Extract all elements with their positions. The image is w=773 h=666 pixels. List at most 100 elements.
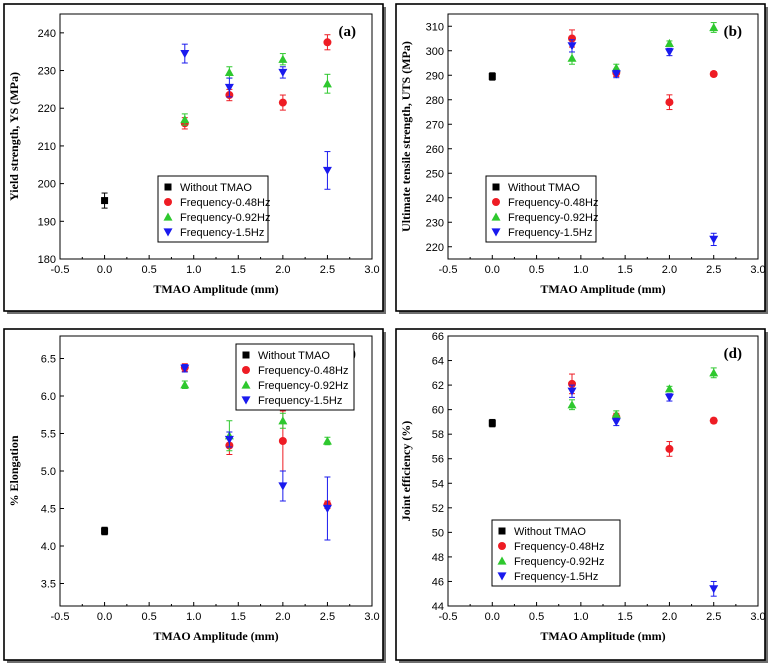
data-point — [322, 79, 332, 88]
legend-box — [491, 519, 621, 587]
y-tick-label: 48 — [432, 552, 444, 564]
legend-label: Frequency-0.48Hz — [180, 197, 271, 209]
x-axis-title: TMAO Amplitude (mm) — [153, 282, 278, 296]
data-point — [488, 72, 496, 80]
y-tick-label: 4.0 — [41, 541, 56, 553]
x-tick-label: 0.0 — [97, 264, 112, 276]
legend-label: Without TMAO — [508, 182, 580, 194]
chart-panel-1: -0.5 0.0 0.5 1.0 1.5 2.0 2.5 3.0 180 190 200 210 220… — [3, 3, 386, 314]
data-point — [101, 197, 109, 205]
x-tick-label: 1.0 — [573, 611, 588, 623]
y-axis-title: Joint efficiency (%) — [399, 421, 413, 522]
data-point — [180, 380, 190, 389]
legend-label: Frequency-0.92Hz — [508, 212, 599, 224]
data-point — [611, 63, 621, 72]
y-axis-title: Ultimate tensile strength, UTS (MPa) — [399, 41, 413, 232]
data-point — [709, 368, 719, 377]
x-tick-label: 1.5 — [617, 611, 632, 623]
data-point — [665, 98, 674, 107]
legend-label: Frequency-0.92Hz — [258, 380, 349, 392]
data-point — [709, 70, 718, 79]
legend-marker — [241, 396, 251, 405]
data-point — [322, 166, 332, 175]
x-tick-label: 1.0 — [186, 611, 201, 623]
data-point — [611, 70, 621, 79]
y-tick-label: 54 — [432, 478, 444, 490]
legend-marker — [498, 527, 506, 535]
x-tick-label: 3.0 — [364, 611, 379, 623]
y-tick-label: 230 — [38, 66, 56, 78]
data-point — [664, 384, 674, 393]
y-tick-label: 290 — [426, 70, 444, 82]
panel-label: (d) — [724, 346, 742, 362]
x-tick-label: 0.0 — [485, 611, 500, 623]
x-tick-label: 0.0 — [485, 264, 500, 276]
y-tick-label: 58 — [432, 429, 444, 441]
data-point — [224, 83, 234, 92]
legend-label: Without TMAO — [180, 182, 252, 194]
legend-box — [485, 175, 597, 243]
x-tick-label: 2.5 — [320, 264, 335, 276]
y-tick-label: 270 — [426, 119, 444, 131]
data-point — [709, 22, 719, 32]
y-axis-title: Yield strength, YS (MPa) — [7, 72, 21, 201]
data-point — [568, 379, 576, 388]
data-point — [180, 49, 190, 59]
legend-marker — [164, 183, 172, 191]
data-point — [665, 444, 674, 453]
x-tick-label: 1.5 — [231, 611, 246, 623]
y-tick-label: 56 — [432, 454, 444, 466]
data-point — [664, 38, 674, 47]
y-tick-label: 44 — [432, 601, 444, 613]
data-point — [568, 34, 576, 43]
legend-marker — [497, 556, 507, 565]
data-point — [224, 435, 234, 444]
data-point — [278, 416, 288, 425]
data-point — [278, 437, 287, 445]
data-point — [322, 504, 332, 513]
y-tick-label: 240 — [426, 193, 444, 205]
legend-box — [157, 175, 269, 243]
x-tick-label: -0.5 — [439, 264, 458, 276]
legend-marker — [241, 380, 251, 389]
legend-label: Frequency-1.5Hz — [514, 571, 598, 583]
data-point — [567, 400, 577, 409]
y-tick-label: 310 — [426, 21, 444, 33]
data-point — [709, 416, 718, 425]
x-tick-label: -0.5 — [439, 611, 458, 623]
x-tick-label: 3.0 — [750, 611, 765, 623]
x-tick-label: 1.5 — [231, 264, 246, 276]
x-tick-label: -0.5 — [51, 611, 70, 623]
y-tick-label: 300 — [426, 46, 444, 58]
legend-marker — [498, 542, 506, 550]
chart-panel-2: -0.5 0.0 0.5 1.0 1.5 2.0 2.5 3.0 220 230 240 250 260… — [395, 3, 768, 314]
data-point — [224, 67, 234, 77]
y-tick-label: 46 — [432, 576, 444, 588]
data-point — [322, 436, 332, 445]
y-tick-label: 230 — [426, 217, 444, 229]
legend-marker — [242, 351, 250, 359]
legend-marker — [163, 228, 173, 237]
x-tick-label: 0.0 — [97, 611, 112, 623]
x-tick-label: 2.0 — [275, 264, 290, 276]
x-tick-label: 0.5 — [529, 264, 544, 276]
legend-label: Frequency-0.48Hz — [508, 197, 599, 209]
y-tick-label: 3.5 — [41, 579, 56, 591]
legend-label: Frequency-1.5Hz — [180, 227, 264, 239]
data-point — [323, 38, 332, 47]
y-tick-label: 5.0 — [41, 466, 56, 478]
y-tick-label: 280 — [426, 95, 444, 107]
legend-box — [235, 343, 355, 411]
legend-marker — [492, 183, 500, 191]
x-axis-title: TMAO Amplitude (mm) — [153, 629, 278, 643]
x-tick-label: 3.0 — [364, 264, 379, 276]
x-tick-label: 1.0 — [573, 264, 588, 276]
x-tick-label: 1.5 — [617, 264, 632, 276]
y-axis-title: % Elongation — [7, 435, 21, 506]
data-point — [180, 115, 190, 124]
y-tick-label: 200 — [38, 179, 56, 191]
legend-label: Frequency-0.48Hz — [514, 541, 605, 553]
y-tick-label: 210 — [38, 141, 56, 153]
y-tick-label: 240 — [38, 28, 56, 40]
data-point — [567, 42, 577, 51]
